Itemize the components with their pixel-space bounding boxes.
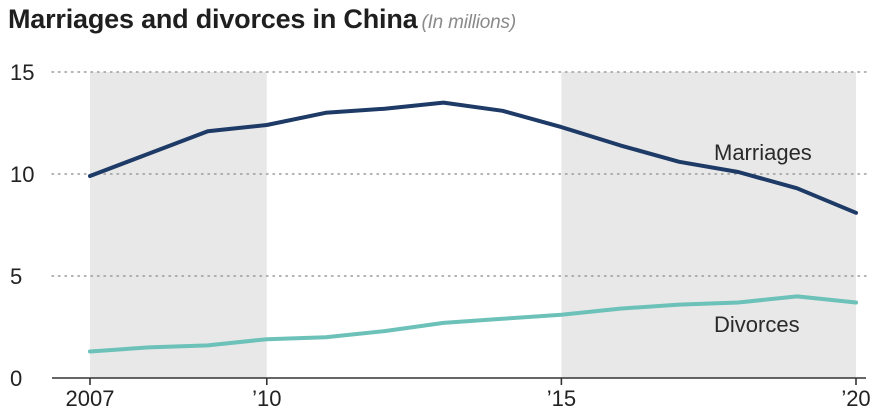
shaded-band-1 — [90, 72, 267, 378]
series-label-divorces: Divorces — [714, 312, 800, 337]
x-tick-label: ’15 — [547, 386, 576, 410]
chart-subtitle: (In millions) — [421, 12, 516, 33]
series-label-marriages: Marriages — [714, 140, 812, 165]
y-tick-label: 0 — [10, 366, 22, 391]
x-tick-label: 2007 — [66, 386, 115, 410]
shaded-band-2 — [561, 72, 856, 378]
x-tick-label: ’10 — [252, 386, 281, 410]
y-tick-label: 15 — [10, 60, 34, 85]
chart-title-text: Marriages and divorces in China — [8, 4, 418, 34]
chart-title: Marriages and divorces in China (In milli… — [8, 4, 516, 35]
series-line-divorces — [88, 294, 858, 354]
x-tick-label: ’20 — [841, 386, 870, 410]
y-tick-label: 10 — [10, 162, 34, 187]
y-tick-label: 5 — [10, 264, 22, 289]
series-line-marriages — [88, 100, 858, 215]
